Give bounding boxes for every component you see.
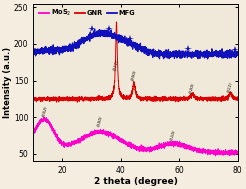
Legend: MoS$_2$, GNR, MFG: MoS$_2$, GNR, MFG	[37, 5, 138, 21]
Text: (111): (111)	[113, 59, 120, 71]
Text: (002): (002)	[42, 105, 48, 117]
Text: (311): (311)	[227, 81, 234, 93]
Y-axis label: Intensity (a.u.): Intensity (a.u.)	[3, 47, 13, 118]
Text: (220): (220)	[189, 81, 196, 94]
Text: (200): (200)	[131, 69, 138, 81]
Text: (110): (110)	[170, 129, 177, 141]
X-axis label: 2 theta (degree): 2 theta (degree)	[93, 177, 177, 186]
Text: (100): (100)	[97, 115, 104, 127]
